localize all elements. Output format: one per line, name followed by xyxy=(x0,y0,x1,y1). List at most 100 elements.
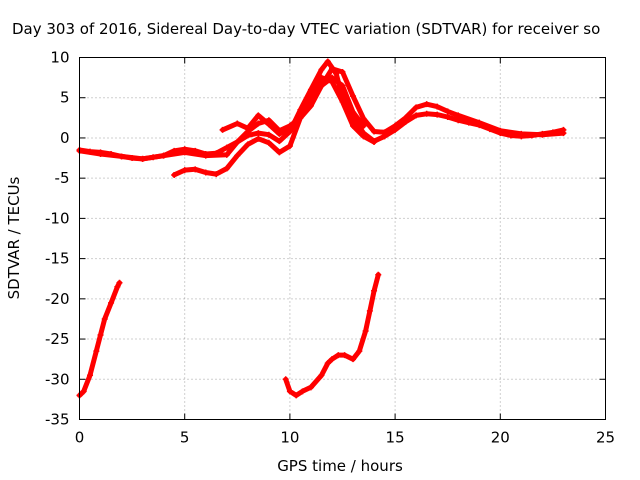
data-point xyxy=(282,376,289,383)
data-point xyxy=(223,144,230,151)
data-point xyxy=(318,82,325,89)
data-point xyxy=(234,138,241,145)
x-tick-label: 20 xyxy=(491,429,510,447)
data-point xyxy=(350,122,357,129)
data-point xyxy=(318,66,325,73)
data-point xyxy=(539,131,546,138)
data-point xyxy=(350,356,357,363)
data-point xyxy=(139,155,146,162)
data-point xyxy=(101,315,108,322)
series-layer xyxy=(76,58,567,399)
data-point xyxy=(276,138,283,145)
data-point xyxy=(255,135,262,142)
data-point xyxy=(181,167,188,174)
data-point xyxy=(360,115,367,122)
data-point xyxy=(171,171,178,178)
y-tick-label: 0 xyxy=(60,129,70,147)
data-point xyxy=(328,356,335,363)
series-line-mid-low xyxy=(283,272,381,398)
data-point xyxy=(116,279,123,286)
data-point xyxy=(108,299,115,306)
data-point xyxy=(381,129,388,136)
data-point xyxy=(371,128,378,135)
data-point xyxy=(202,152,209,159)
data-point xyxy=(335,352,342,359)
data-point xyxy=(402,114,409,121)
data-point xyxy=(307,90,314,97)
data-point xyxy=(276,149,283,156)
y-tick-label: -5 xyxy=(55,169,70,187)
data-point xyxy=(286,388,293,395)
data-point xyxy=(350,93,357,100)
data-point xyxy=(223,151,230,158)
data-point xyxy=(413,104,420,111)
plot-frame xyxy=(79,57,606,420)
data-point xyxy=(434,111,441,118)
data-point xyxy=(286,142,293,149)
series-line-track-d xyxy=(220,75,366,137)
x-tick-label: 15 xyxy=(386,429,405,447)
y-tick-label: -30 xyxy=(45,370,70,388)
data-point xyxy=(360,133,367,140)
data-point xyxy=(341,352,348,359)
data-point xyxy=(476,119,483,126)
data-point xyxy=(324,58,331,65)
data-point xyxy=(318,74,325,81)
data-point xyxy=(234,120,241,127)
x-tick-label: 25 xyxy=(596,429,615,447)
data-point xyxy=(80,388,87,395)
y-tick-label: -15 xyxy=(45,250,70,268)
data-point xyxy=(423,101,430,108)
data-point xyxy=(434,103,441,110)
y-tick-label: 5 xyxy=(60,89,70,107)
y-tick-label: 10 xyxy=(50,49,69,67)
data-point xyxy=(293,392,300,399)
data-point xyxy=(560,130,567,137)
data-point xyxy=(324,360,331,367)
x-tick-label: 10 xyxy=(280,429,299,447)
y-axis-label: SDTVAR / TECUs xyxy=(5,176,23,299)
data-point xyxy=(375,271,382,278)
data-point xyxy=(244,141,251,148)
series-line-track-b xyxy=(77,66,566,162)
data-point xyxy=(160,152,167,159)
x-tick-label: 0 xyxy=(75,429,85,447)
data-point xyxy=(87,372,94,379)
y-tick-label: -10 xyxy=(45,209,70,227)
data-point xyxy=(265,131,272,138)
data-point xyxy=(392,122,399,129)
data-point xyxy=(366,307,373,314)
data-point xyxy=(423,110,430,117)
data-point xyxy=(307,384,314,391)
grid-layer xyxy=(79,57,606,420)
data-point xyxy=(371,138,378,145)
data-point xyxy=(181,149,188,156)
x-tick-label: 5 xyxy=(180,429,190,447)
data-point xyxy=(497,127,504,134)
data-point xyxy=(299,388,306,395)
data-point xyxy=(444,108,451,115)
data-point xyxy=(234,152,241,159)
data-point xyxy=(356,348,363,355)
data-point xyxy=(371,287,378,294)
data-point xyxy=(328,65,335,72)
data-point xyxy=(318,372,325,379)
data-point xyxy=(339,82,346,89)
data-point xyxy=(265,121,272,128)
data-point xyxy=(518,130,525,137)
data-point xyxy=(328,74,335,81)
data-point xyxy=(297,110,304,117)
data-point xyxy=(244,125,251,132)
data-point xyxy=(255,112,262,119)
data-point xyxy=(444,114,451,121)
data-point xyxy=(455,112,462,119)
data-point xyxy=(118,153,125,160)
data-point xyxy=(192,166,199,173)
data-point xyxy=(413,112,420,119)
tick-layer: 0 5 10 15 20 25 -35 -30 -25 -20 -15 -10 -5 0 5 10 xyxy=(45,49,615,447)
y-tick-label: -25 xyxy=(45,330,70,348)
data-point xyxy=(255,120,262,127)
data-point xyxy=(339,98,346,105)
x-axis-label: GPS time / hours xyxy=(277,457,403,475)
